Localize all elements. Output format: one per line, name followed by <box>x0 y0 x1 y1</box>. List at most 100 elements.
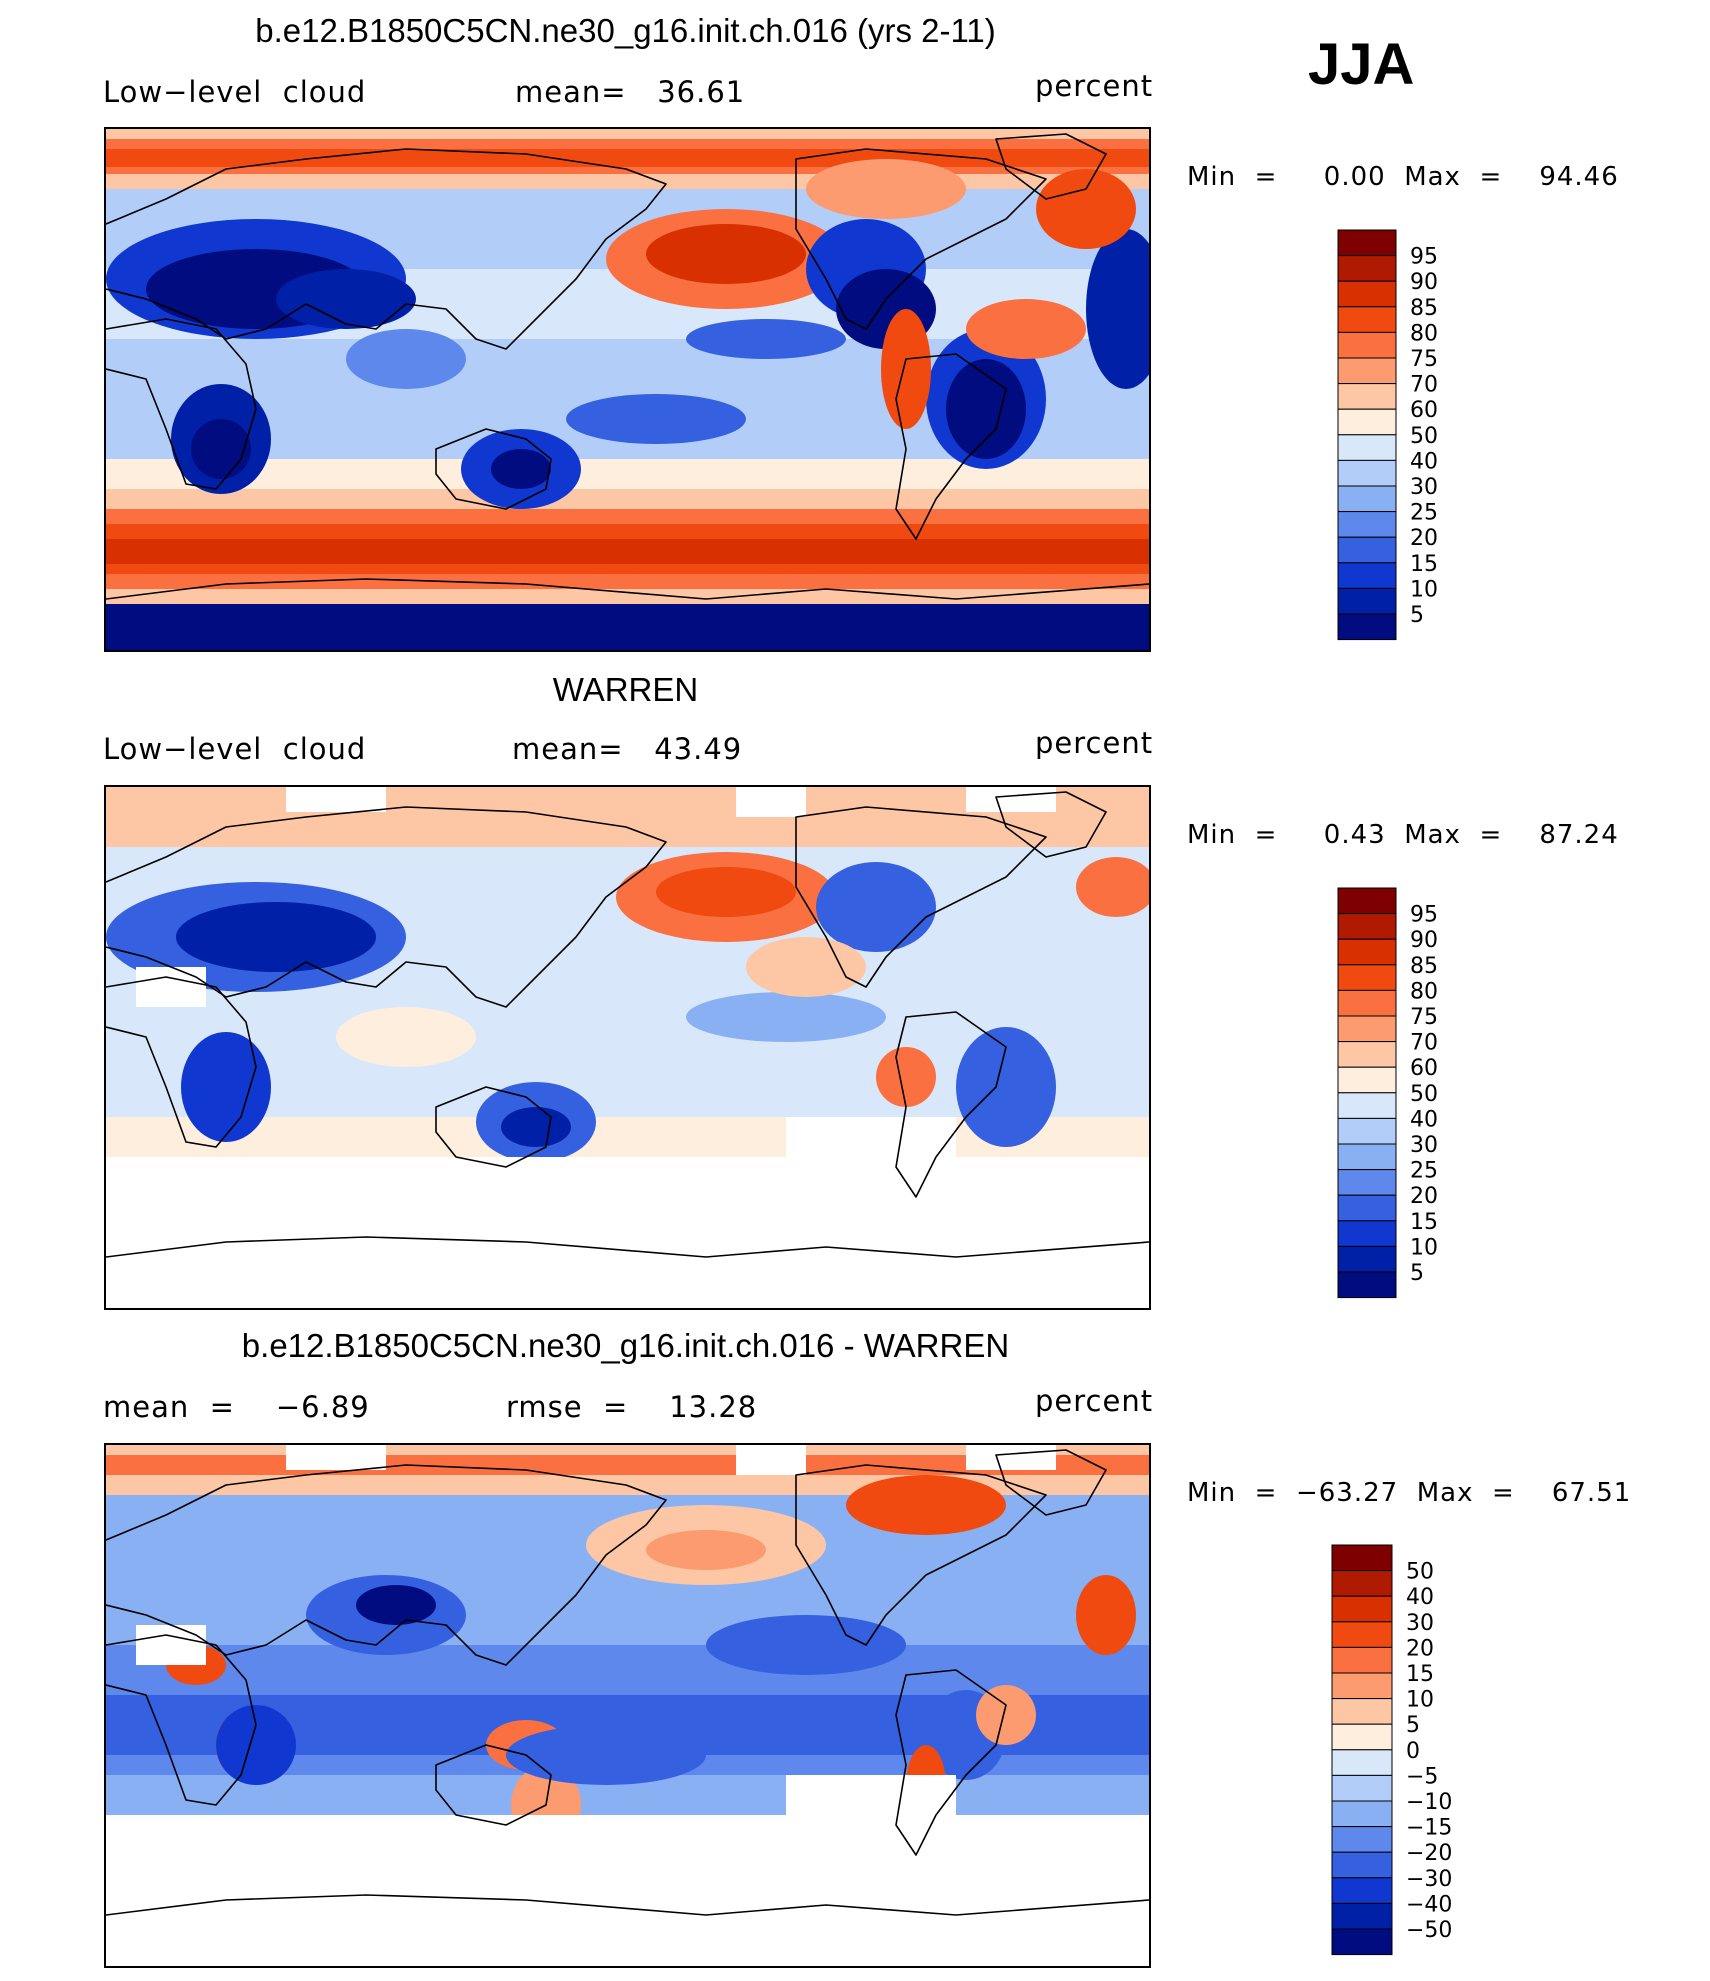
colorbar-swatch <box>1337 485 1397 513</box>
colorbar-swatch <box>1337 536 1397 564</box>
colorbar-label: 5 <box>1410 603 1424 628</box>
coastline <box>995 791 1107 858</box>
colorbar-label: 60 <box>1410 398 1438 423</box>
panel3-title: b.e12.B1850C5CN.ne30_g16.init.ch.016 - W… <box>241 1327 1010 1364</box>
colorbar-swatch <box>1331 1851 1393 1879</box>
colorbar-label: −5 <box>1406 1764 1438 1789</box>
coastline <box>795 148 1047 330</box>
colorbar-label: 50 <box>1410 424 1438 449</box>
colorbar-swatch <box>1331 1672 1393 1700</box>
colorbar-label: 0 <box>1406 1739 1420 1764</box>
colorbar-label: 90 <box>1410 270 1438 295</box>
colorbar-swatch <box>1337 434 1397 461</box>
panel1-mean-label: mean= 36.61 <box>515 75 746 109</box>
colorbar-label: 25 <box>1410 1159 1438 1184</box>
panel2-title: WARREN <box>552 671 699 708</box>
colorbar-swatch <box>1337 1169 1397 1196</box>
colorbar-label: 80 <box>1410 321 1438 346</box>
panel2-mean-label: mean= 43.49 <box>512 732 743 766</box>
colorbar-label: 15 <box>1406 1662 1434 1687</box>
colorbar-label: −20 <box>1406 1841 1452 1866</box>
colorbar-label: 20 <box>1406 1636 1434 1661</box>
colorbar-swatch <box>1337 613 1397 641</box>
colorbar-swatch <box>1331 1928 1393 1956</box>
colorbar-swatch <box>1337 1220 1397 1247</box>
coastline <box>435 428 552 510</box>
colorbar-swatch <box>1337 913 1397 940</box>
colorbar-swatch <box>1331 1800 1393 1828</box>
season-label: JJA <box>1308 32 1415 97</box>
coastline <box>106 1894 1149 1916</box>
coastline <box>106 1236 1149 1258</box>
colorbar-label: −30 <box>1406 1867 1452 1892</box>
panel2-minmax: Min = 0.43 Max = 87.24 <box>1187 820 1619 850</box>
panel1-colorbar: 95 90 85 80 75 70 60 50 40 30 25 20 15 10 5 <box>1336 228 1476 648</box>
panel3-colorbar: 50 40 30 20 15 10 5 0 −5 −10 −15 −20 −30 −40 −50 <box>1330 1543 1476 1963</box>
colorbar-label: 40 <box>1406 1585 1434 1610</box>
colorbar-label: 90 <box>1410 928 1438 953</box>
colorbar-swatch <box>1337 1092 1397 1119</box>
colorbar-swatch <box>1331 1902 1393 1930</box>
colorbar-label: 25 <box>1410 501 1438 526</box>
colorbar-label: 85 <box>1410 296 1438 321</box>
colorbar-swatch <box>1337 511 1397 538</box>
colorbar-swatch <box>1337 383 1397 410</box>
colorbar-swatch <box>1331 1723 1393 1751</box>
colorbar-swatch <box>1337 1066 1397 1094</box>
coastline <box>895 1011 1007 1198</box>
colorbar-label: 30 <box>1410 475 1438 500</box>
colorbar-label: 80 <box>1410 979 1438 1004</box>
colorbar-swatch <box>1337 229 1397 257</box>
coastline <box>795 1464 1047 1646</box>
colorbar-label: 10 <box>1406 1688 1434 1713</box>
panel3-minmax: Min = −63.27 Max = 67.51 <box>1187 1478 1632 1508</box>
colorbar-label: 5 <box>1410 1261 1424 1286</box>
panel1-units-label: percent <box>1035 69 1154 103</box>
colorbar-label: 75 <box>1410 347 1438 372</box>
colorbar-label: 5 <box>1406 1713 1420 1738</box>
colorbar-label: −50 <box>1406 1918 1452 1943</box>
colorbar-label: 40 <box>1410 449 1438 474</box>
colorbar-swatch <box>1337 887 1397 915</box>
coastline <box>106 1464 667 1666</box>
colorbar-swatch <box>1331 1749 1393 1776</box>
colorbar-swatch <box>1337 357 1397 385</box>
panel3-rmse-label: rmse = 13.28 <box>506 1390 758 1424</box>
coastline <box>995 1449 1107 1516</box>
colorbar-label: 15 <box>1410 1210 1438 1235</box>
coastline <box>435 1744 552 1826</box>
panel3-map <box>104 1443 1151 1968</box>
colorbar-swatch <box>1337 1245 1397 1273</box>
colorbar-label: 30 <box>1410 1133 1438 1158</box>
coastline <box>995 133 1107 200</box>
colorbar-swatch <box>1331 1621 1393 1648</box>
coastline <box>106 148 667 350</box>
panel2-colorbar: 95 90 85 80 75 70 60 50 40 30 25 20 15 10 5 <box>1336 886 1476 1306</box>
panel2-variable-label: Low−level cloud <box>103 732 367 766</box>
colorbar-label: 50 <box>1410 1082 1438 1107</box>
colorbar-swatch <box>1331 1646 1393 1674</box>
colorbar-swatch <box>1337 459 1397 487</box>
panel2-map <box>104 785 1151 1310</box>
colorbar-label: 40 <box>1410 1107 1438 1132</box>
colorbar-label: −10 <box>1406 1790 1452 1815</box>
colorbar-swatch <box>1337 964 1397 991</box>
colorbar-label: 15 <box>1410 552 1438 577</box>
colorbar-swatch <box>1337 1194 1397 1222</box>
colorbar-swatch <box>1337 938 1397 966</box>
colorbar-swatch <box>1331 1544 1393 1572</box>
panel1-variable-label: Low−level cloud <box>103 75 367 109</box>
colorbar-label: 10 <box>1410 1235 1438 1260</box>
colorbar-label: 60 <box>1410 1056 1438 1081</box>
colorbar-swatch <box>1337 255 1397 282</box>
colorbar-swatch <box>1337 408 1397 436</box>
colorbar-label: −15 <box>1406 1816 1452 1841</box>
colorbar-label: 95 <box>1410 245 1438 270</box>
colorbar-label: 10 <box>1410 577 1438 602</box>
colorbar-label: 95 <box>1410 903 1438 928</box>
panel1-title: b.e12.B1850C5CN.ne30_g16.init.ch.016 (yr… <box>255 12 996 49</box>
colorbar-swatch <box>1337 1143 1397 1171</box>
colorbar-swatch <box>1331 1877 1393 1904</box>
colorbar-label: −40 <box>1406 1892 1452 1917</box>
colorbar-swatch <box>1337 306 1397 333</box>
